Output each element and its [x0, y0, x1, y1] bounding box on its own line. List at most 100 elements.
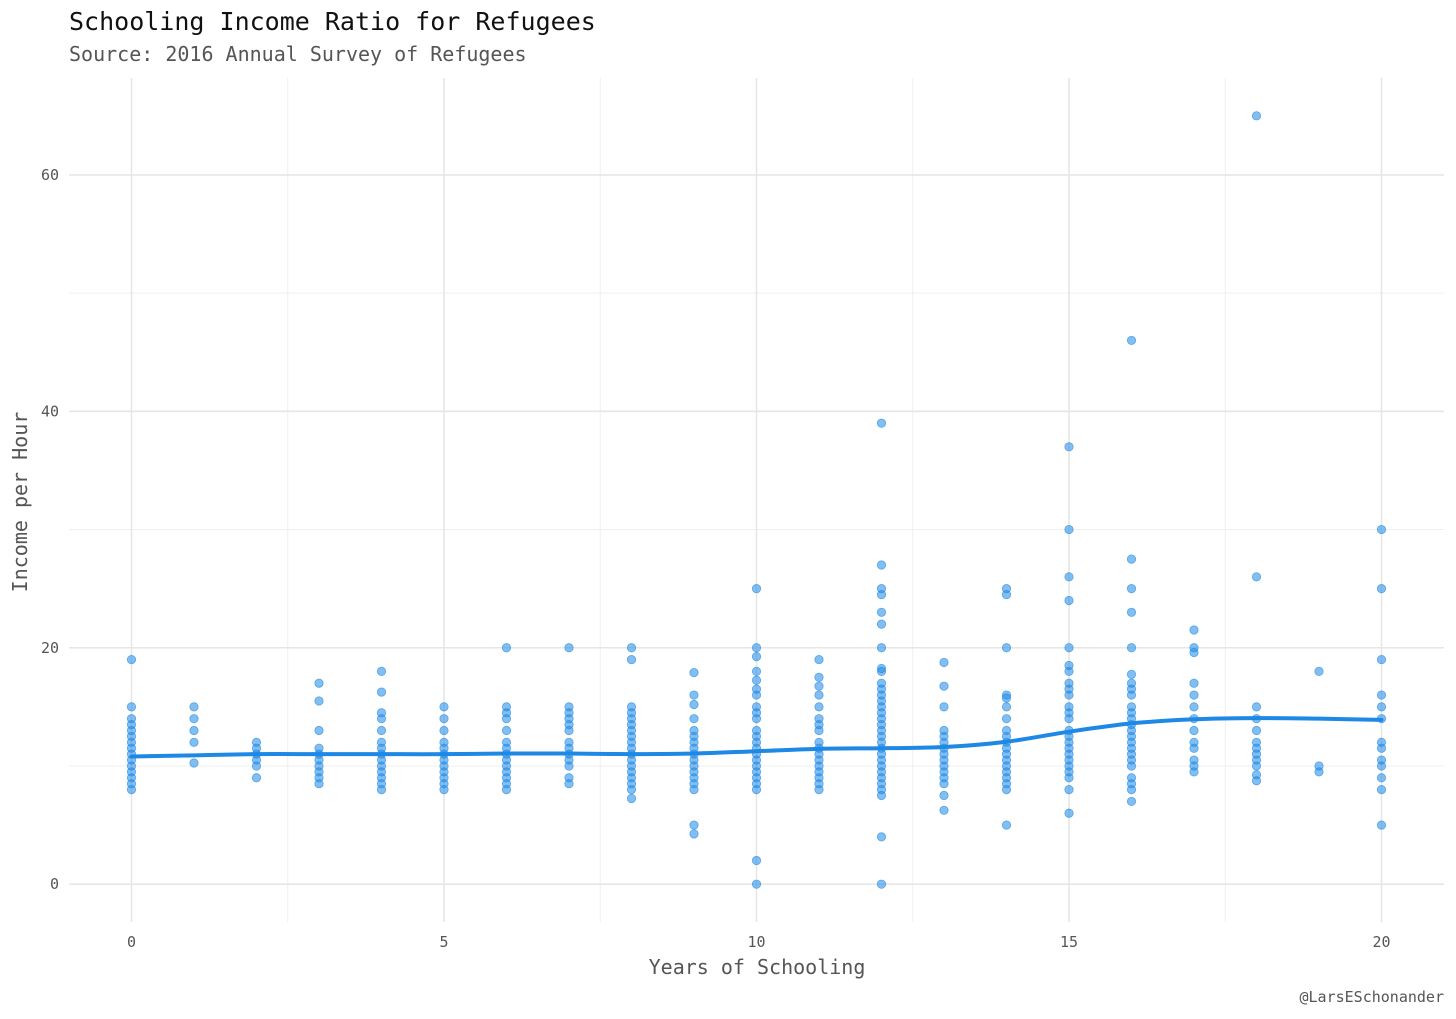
data-point	[564, 725, 574, 736]
data-point	[1126, 607, 1137, 617]
data-point	[1001, 702, 1012, 712]
data-point	[751, 652, 762, 662]
data-point	[126, 702, 137, 712]
data-point	[1126, 796, 1137, 807]
data-point	[876, 589, 887, 600]
data-point	[1189, 743, 1199, 753]
data-point	[376, 687, 387, 697]
data-point	[751, 855, 762, 866]
data-point	[626, 654, 637, 665]
data-point	[439, 785, 449, 795]
data-point	[1251, 572, 1262, 582]
data-point	[876, 832, 887, 842]
data-point	[876, 790, 887, 801]
data-point	[626, 643, 637, 653]
data-point	[814, 690, 824, 700]
data-point	[439, 725, 449, 736]
data-point	[751, 666, 762, 677]
data-point	[1189, 690, 1199, 700]
data-point	[939, 790, 949, 801]
data-point	[1064, 690, 1074, 700]
data-point	[876, 879, 887, 889]
data-point	[1314, 666, 1324, 677]
data-point	[876, 666, 887, 677]
data-point	[1189, 647, 1199, 658]
data-point	[189, 758, 199, 768]
data-point	[1189, 702, 1199, 712]
data-point	[751, 584, 762, 594]
y-tick-label: 20	[41, 639, 59, 657]
data-point	[564, 643, 574, 653]
data-point	[814, 654, 824, 665]
x-axis-title: Years of Schooling	[649, 955, 866, 979]
y-tick-label: 40	[41, 402, 59, 420]
data-point	[439, 714, 449, 724]
data-point	[564, 779, 574, 789]
tick-labels: 0 5 10 15 20 0 20 40 60	[41, 166, 1391, 951]
data-point	[1126, 554, 1137, 564]
data-point	[1189, 767, 1199, 777]
data-point	[1064, 714, 1074, 724]
data-point	[1376, 524, 1387, 535]
data-point	[1126, 643, 1137, 653]
data-point	[751, 643, 762, 653]
y-tick-label: 0	[50, 875, 59, 893]
data-point	[751, 785, 762, 795]
data-point	[814, 672, 824, 682]
data-point	[814, 681, 824, 691]
data-point	[939, 702, 949, 712]
smooth-trend-line	[129, 716, 1384, 759]
data-point	[1064, 442, 1074, 452]
data-point	[751, 690, 762, 700]
data-point	[1376, 702, 1387, 712]
data-point	[751, 714, 762, 724]
data-point	[751, 675, 762, 685]
x-tick-label: 20	[1372, 933, 1390, 951]
data-point	[1001, 714, 1012, 724]
data-point	[1126, 761, 1137, 771]
y-axis-title: Income per Hour	[8, 412, 32, 593]
data-point	[1001, 589, 1012, 600]
data-point	[876, 607, 887, 617]
data-point	[1064, 643, 1074, 653]
data-point	[564, 761, 574, 771]
data-point	[876, 418, 887, 428]
data-point	[126, 785, 137, 795]
data-point	[939, 657, 949, 668]
data-point	[251, 761, 262, 771]
data-point	[814, 725, 824, 736]
data-point	[1126, 785, 1137, 795]
data-point	[1314, 767, 1324, 777]
data-point	[189, 702, 199, 712]
data-point	[376, 725, 387, 736]
data-point	[1126, 690, 1137, 700]
data-point	[1376, 785, 1387, 795]
caption: @LarsESchonander	[1300, 988, 1445, 1006]
data-point	[1126, 335, 1137, 346]
data-point	[814, 785, 824, 795]
data-point	[1251, 111, 1262, 121]
data-point	[626, 785, 637, 795]
data-point	[939, 681, 949, 691]
data-point	[689, 829, 699, 839]
data-point	[1376, 584, 1387, 594]
data-point	[189, 737, 199, 747]
data-point	[376, 785, 387, 795]
data-point	[1064, 808, 1074, 818]
data-point	[876, 619, 887, 629]
data-point	[189, 714, 199, 724]
data-point	[1251, 776, 1262, 786]
data-point	[126, 654, 137, 665]
data-point	[1001, 643, 1012, 653]
data-point	[1251, 725, 1262, 736]
data-point	[689, 785, 699, 795]
data-point	[626, 793, 637, 804]
data-point	[751, 879, 762, 889]
data-point	[1001, 785, 1012, 795]
chart-subtitle: Source: 2016 Annual Survey of Refugees	[69, 42, 527, 66]
data-point	[1064, 666, 1074, 677]
chart-title: Schooling Income Ratio for Refugees	[69, 7, 596, 36]
x-tick-label: 0	[127, 933, 136, 951]
data-point	[1376, 820, 1387, 830]
data-point	[689, 820, 699, 830]
